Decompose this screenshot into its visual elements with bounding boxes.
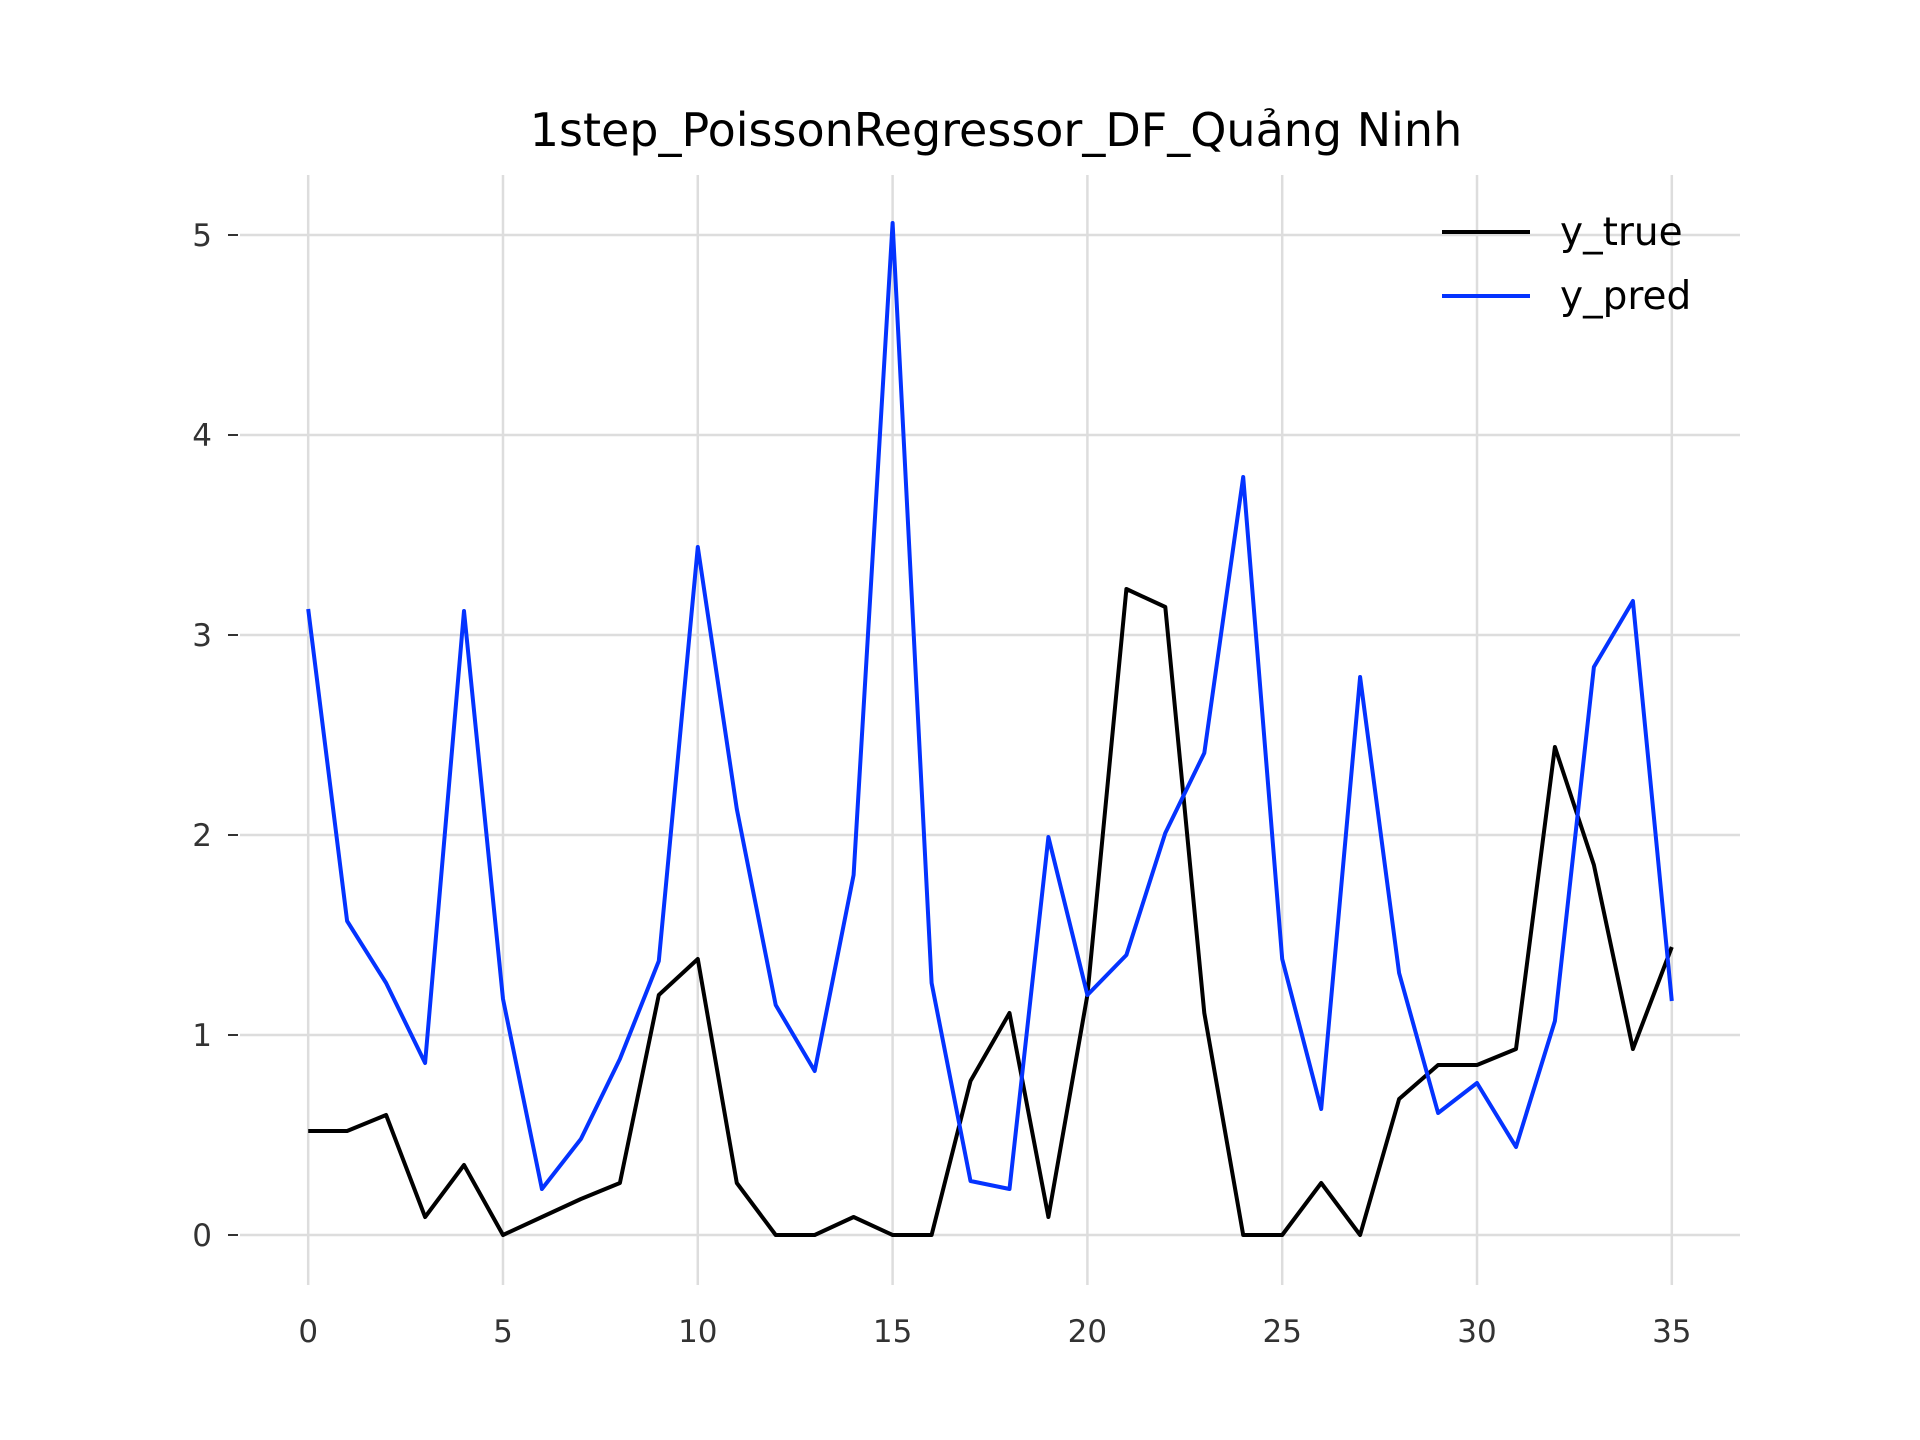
y-tick-label: 2 bbox=[192, 818, 212, 854]
x-tick-label: 20 bbox=[1068, 1314, 1107, 1350]
series-line-y-pred bbox=[306, 221, 1674, 1191]
x-tick-label: 5 bbox=[493, 1314, 513, 1350]
axes: 0 5 10 15 20 25 30 35 0 1 2 3 4 5 bbox=[192, 218, 1691, 1350]
y-tick-label: 3 bbox=[192, 618, 212, 654]
x-tick-label: 35 bbox=[1652, 1314, 1691, 1350]
x-tick-label: 30 bbox=[1457, 1314, 1496, 1350]
y-tick-label: 4 bbox=[192, 418, 212, 454]
legend: y_true y_pred bbox=[1442, 210, 1691, 319]
legend-label-y-pred: y_pred bbox=[1560, 274, 1691, 319]
y-tick-label: 0 bbox=[192, 1218, 212, 1254]
x-tick-label: 15 bbox=[873, 1314, 912, 1350]
x-tick-label: 25 bbox=[1262, 1314, 1301, 1350]
x-tick-label: 0 bbox=[298, 1314, 318, 1350]
series-lines bbox=[306, 221, 1674, 1237]
grid bbox=[240, 175, 1740, 1285]
x-tick-label: 10 bbox=[678, 1314, 717, 1350]
series-line-y-true bbox=[308, 587, 1674, 1237]
chart-title: 1step_PoissonRegressor_DF_Quảng Ninh bbox=[530, 103, 1463, 157]
y-tick-label: 5 bbox=[192, 218, 212, 254]
legend-label-y-true: y_true bbox=[1560, 210, 1683, 255]
y-tick-label: 1 bbox=[192, 1018, 212, 1054]
